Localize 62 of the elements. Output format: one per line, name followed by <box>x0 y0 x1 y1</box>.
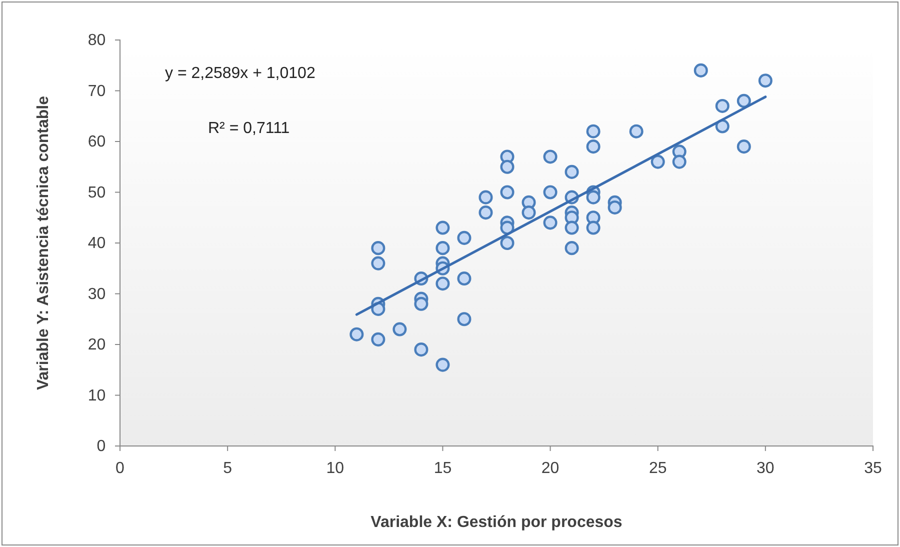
point <box>457 312 472 326</box>
y-tick-label: 30 <box>88 286 106 303</box>
point <box>436 276 450 291</box>
y-tick-label: 10 <box>88 387 106 404</box>
y-tick-label: 20 <box>88 336 106 354</box>
point <box>500 236 514 250</box>
annotation: y = 2,2589x + 1,0102 <box>165 65 316 82</box>
point <box>436 358 450 372</box>
y-tick-label: 50 <box>88 184 106 202</box>
y-tick-label: 60 <box>88 134 106 151</box>
point <box>758 74 772 88</box>
point <box>522 206 536 220</box>
x-tick-label: 10 <box>326 460 344 478</box>
point <box>672 154 686 169</box>
y-tick-label: 0 <box>96 438 106 456</box>
point <box>586 220 600 235</box>
point <box>414 342 428 357</box>
point <box>543 216 558 230</box>
point <box>500 185 514 200</box>
point <box>350 327 364 342</box>
point <box>564 241 579 256</box>
point <box>392 322 407 336</box>
point <box>629 124 644 138</box>
point <box>564 220 579 235</box>
annotation: R² = 0,7111 <box>208 120 290 137</box>
x-tick-label: 5 <box>223 460 232 478</box>
x-tick-label: 0 <box>116 460 125 478</box>
point <box>500 160 514 174</box>
point <box>650 154 665 169</box>
point <box>414 296 428 311</box>
point <box>478 190 493 204</box>
point <box>715 119 730 134</box>
point <box>436 241 450 256</box>
point <box>608 200 622 214</box>
point <box>543 185 558 200</box>
point <box>457 230 472 245</box>
point <box>564 164 579 179</box>
point <box>371 256 386 270</box>
point <box>694 63 708 78</box>
x-tick-label: 15 <box>434 460 452 478</box>
point <box>436 220 450 235</box>
point <box>736 140 751 154</box>
x-tick-label: 20 <box>541 460 560 478</box>
y-tick-label: 40 <box>88 235 106 252</box>
point <box>543 150 558 164</box>
point <box>478 206 493 220</box>
x-tick-label: 35 <box>864 460 882 478</box>
point <box>371 332 386 346</box>
x-tick-label: 25 <box>648 460 667 478</box>
x-axis-title: Variable X: Gestión por procesos <box>370 514 622 531</box>
point <box>500 220 514 235</box>
point <box>457 272 472 286</box>
y-tick-label: 70 <box>88 82 106 100</box>
point <box>371 241 386 256</box>
y-tick-label: 80 <box>88 32 106 50</box>
y-axis-title: Variable Y: Asistencia técnica contable <box>35 96 52 390</box>
point <box>586 190 600 204</box>
point <box>736 94 751 108</box>
x-tick-label: 30 <box>756 460 774 478</box>
point <box>586 140 600 154</box>
point <box>586 124 600 138</box>
point <box>715 98 730 113</box>
